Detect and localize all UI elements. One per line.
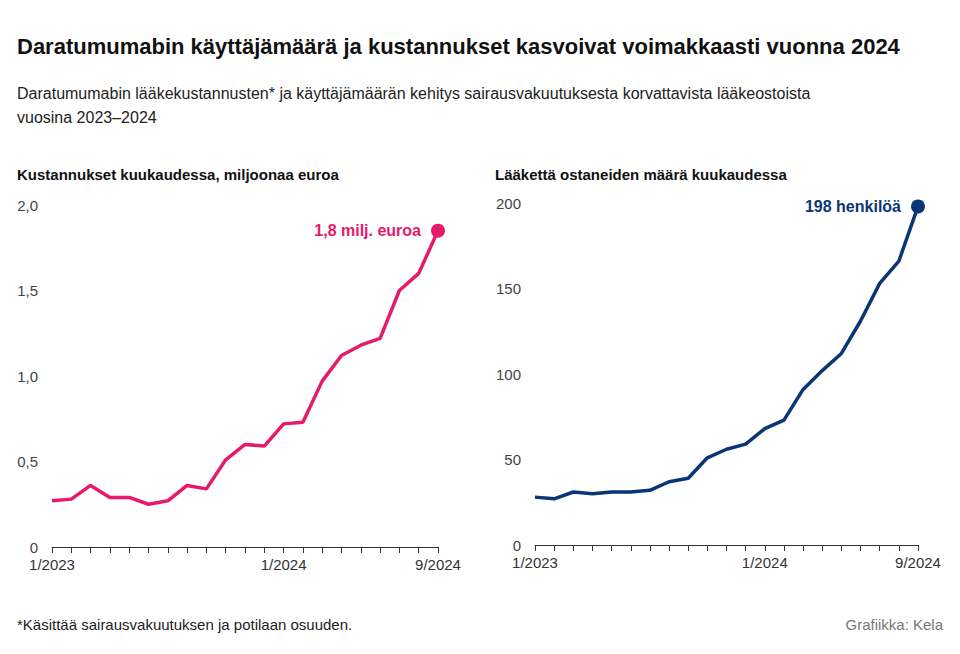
svg-text:1/2023: 1/2023 — [29, 556, 75, 573]
svg-text:*Käsittää sairausvakuutuksen j: *Käsittää sairausvakuutuksen ja potilaan… — [17, 616, 352, 633]
svg-text:1,5: 1,5 — [17, 282, 38, 299]
svg-text:0: 0 — [30, 539, 38, 556]
svg-text:Lääkettä ostaneiden määrä kuuk: Lääkettä ostaneiden määrä kuukaudessa — [495, 166, 787, 183]
svg-text:9/2024: 9/2024 — [415, 556, 461, 573]
svg-text:1/2024: 1/2024 — [261, 556, 307, 573]
svg-text:2,0: 2,0 — [17, 197, 38, 214]
svg-text:Daratumumabin käyttäjämäärä ja: Daratumumabin käyttäjämäärä ja kustannuk… — [17, 34, 901, 59]
svg-text:0,5: 0,5 — [17, 453, 38, 470]
svg-text:200: 200 — [496, 195, 521, 212]
svg-text:Grafiikka: Kela: Grafiikka: Kela — [845, 616, 943, 633]
svg-text:100: 100 — [496, 366, 521, 383]
svg-text:50: 50 — [504, 451, 521, 468]
svg-text:1/2024: 1/2024 — [742, 554, 788, 571]
svg-text:9/2024: 9/2024 — [895, 554, 941, 571]
svg-text:1/2023: 1/2023 — [512, 554, 558, 571]
svg-text:150: 150 — [496, 280, 521, 297]
svg-text:198 henkilöä: 198 henkilöä — [805, 198, 901, 215]
svg-text:vuosina 2023–2024: vuosina 2023–2024 — [17, 109, 157, 126]
svg-text:1,0: 1,0 — [17, 368, 38, 385]
svg-text:Daratumumabin lääkekustannuste: Daratumumabin lääkekustannusten* ja käyt… — [17, 85, 815, 102]
svg-text:1,8 milj. euroa: 1,8 milj. euroa — [314, 222, 421, 239]
svg-text:Kustannukset kuukaudessa, milj: Kustannukset kuukaudessa, miljoonaa euro… — [17, 166, 339, 183]
svg-text:0: 0 — [513, 537, 521, 554]
